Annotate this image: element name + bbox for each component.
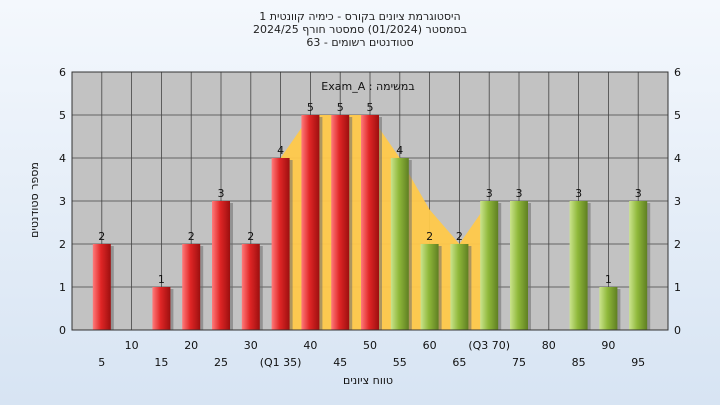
y-tick-label-right: 5	[674, 109, 681, 122]
bar-value-label: 3	[486, 187, 493, 200]
bar-value-label: 2	[98, 230, 105, 243]
x-tick-label: 30	[244, 339, 258, 352]
y-tick-label-right: 2	[674, 238, 681, 251]
bar-value-label: 5	[367, 101, 374, 114]
x-tick-label: 80	[542, 339, 556, 352]
annotation-label: במשימה : Exam_A	[321, 80, 414, 93]
y-tick-label-right: 4	[674, 152, 681, 165]
x-tick-label: 40	[303, 339, 317, 352]
y-tick-label-left: 5	[59, 109, 66, 122]
y-tick-label-left: 3	[59, 195, 66, 208]
x-tick-label: 20	[184, 339, 198, 352]
bar	[510, 201, 528, 330]
bar	[390, 158, 409, 330]
bar-value-label: 3	[575, 187, 582, 200]
x-tick-label: 15	[154, 356, 168, 369]
bar-value-label: 3	[516, 187, 523, 200]
bar	[92, 244, 111, 330]
bar	[212, 201, 230, 330]
bar	[271, 158, 290, 330]
x-tick-label: (Q3 70)	[468, 339, 510, 352]
bar	[182, 244, 201, 330]
bar-value-label: 2	[426, 230, 433, 243]
x-axis-title: טווח ציונים	[343, 374, 393, 387]
bar	[331, 115, 350, 330]
bar	[420, 244, 439, 330]
bar-value-label: 1	[158, 273, 165, 286]
x-tick-label: 5	[98, 356, 105, 369]
x-tick-label: 85	[572, 356, 586, 369]
x-tick-label: 65	[452, 356, 466, 369]
x-tick-label: 90	[601, 339, 615, 352]
bar-value-label: 5	[337, 101, 344, 114]
bar	[361, 115, 379, 330]
y-tick-label-left: 2	[59, 238, 66, 251]
x-tick-label: 25	[214, 356, 228, 369]
bar	[152, 287, 171, 330]
y-tick-label-left: 6	[59, 66, 66, 79]
bar	[450, 244, 469, 330]
bar	[301, 115, 320, 330]
bar-value-label: 4	[396, 144, 403, 157]
bar-value-label: 2	[247, 230, 254, 243]
bar-value-label: 4	[277, 144, 284, 157]
x-tick-label: 50	[363, 339, 377, 352]
bar-value-label: 5	[307, 101, 314, 114]
x-tick-label: 95	[631, 356, 645, 369]
x-tick-label: (Q1 35)	[260, 356, 302, 369]
bar-value-label: 1	[605, 273, 612, 286]
chart-title-line-2: בסמסטר (01/2024) סמסטר חורף 2024/25	[253, 23, 467, 36]
bar	[599, 287, 618, 330]
chart-title-line-3: סטודנטים רשומים - 63	[306, 36, 414, 49]
y-tick-label-right: 0	[674, 324, 681, 337]
x-tick-label: 55	[393, 356, 407, 369]
y-axis-title: מספר סטודנטים	[28, 162, 41, 238]
chart-titles: היסטוגרמת ציונים בקורס - כימיה קוונטית 1…	[0, 10, 720, 49]
bar	[569, 201, 588, 330]
plot-frame	[71, 71, 669, 331]
x-tick-label: 60	[423, 339, 437, 352]
y-tick-label-right: 3	[674, 195, 681, 208]
x-tick-label: 45	[333, 356, 347, 369]
bar	[241, 244, 260, 330]
y-tick-label-left: 0	[59, 324, 66, 337]
bar-value-label: 2	[456, 230, 463, 243]
y-tick-label-left: 1	[59, 281, 66, 294]
bar	[629, 201, 648, 330]
x-tick-label: 10	[125, 339, 139, 352]
bar-value-label: 3	[635, 187, 642, 200]
bar-value-label: 2	[188, 230, 195, 243]
chart-title-line-1: היסטוגרמת ציונים בקורס - כימיה קוונטית 1	[259, 10, 461, 23]
y-tick-label-right: 6	[674, 66, 681, 79]
bar-value-label: 3	[218, 187, 225, 200]
y-tick-label-right: 1	[674, 281, 681, 294]
bar	[480, 201, 499, 330]
x-tick-label: 75	[512, 356, 526, 369]
y-tick-label-left: 4	[59, 152, 66, 165]
